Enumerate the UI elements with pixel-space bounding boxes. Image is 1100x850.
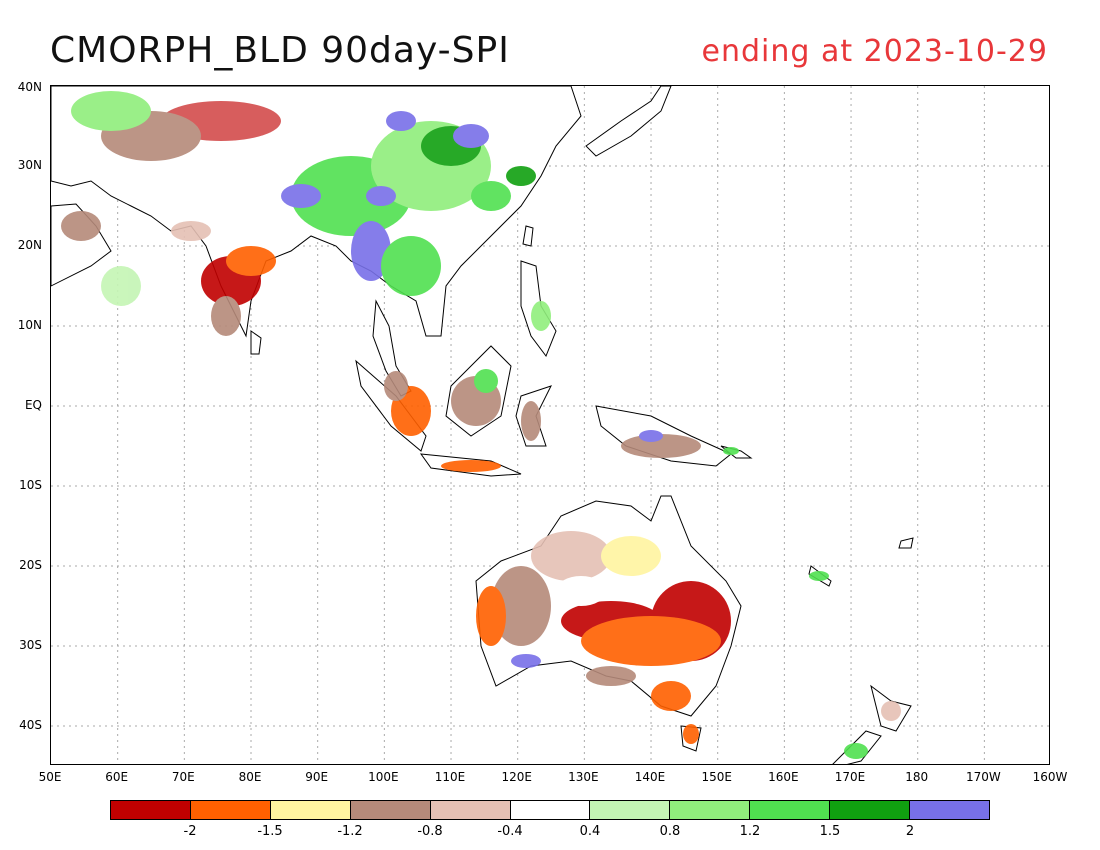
color-legend xyxy=(110,800,990,820)
fiji-islands xyxy=(898,537,914,549)
japan-islands xyxy=(585,86,672,157)
latitude-label: 30N xyxy=(17,158,42,172)
map-panel xyxy=(50,85,1050,765)
latitude-label: EQ xyxy=(24,398,42,412)
longitude-label: 170E xyxy=(834,770,866,784)
legend-label: 0.8 xyxy=(659,824,681,839)
longitude-label: 160E xyxy=(768,770,799,784)
legend-swatch xyxy=(430,801,511,819)
legend-label: -1.2 xyxy=(337,824,363,839)
legend-label: 1.5 xyxy=(819,824,841,839)
map-subtitle: ending at 2023-10-29 xyxy=(701,34,1048,69)
longitude-label: 100E xyxy=(368,770,399,784)
sri-lanka-island xyxy=(250,330,262,355)
legend-label: -0.8 xyxy=(417,824,443,839)
legend-swatch xyxy=(670,801,751,819)
latitude-label: 20S xyxy=(19,558,42,572)
legend-swatch xyxy=(910,801,989,819)
longitude-label: 90E xyxy=(305,770,329,784)
longitude-label: 70E xyxy=(171,770,195,784)
taiwan-island xyxy=(522,225,534,247)
spi-anomaly-layer xyxy=(61,91,901,759)
longitude-label: 160W xyxy=(1032,770,1068,784)
legend-swatch xyxy=(830,801,911,819)
longitude-label: 60E xyxy=(105,770,129,784)
legend-swatch xyxy=(270,801,351,819)
legend-swatch xyxy=(190,801,271,819)
latitude-label: 40N xyxy=(17,80,42,94)
longitude-label: 130E xyxy=(568,770,599,784)
map-canvas xyxy=(51,86,1049,764)
legend-swatch xyxy=(350,801,431,819)
legend-swatch xyxy=(510,801,591,819)
latitude-label: 40S xyxy=(19,718,42,732)
latitude-label: 30S xyxy=(19,638,42,652)
legend-label: -2 xyxy=(183,824,197,839)
map-title: CMORPH_BLD 90day-SPI xyxy=(50,30,510,71)
legend-swatch xyxy=(590,801,671,819)
legend-label: 2 xyxy=(905,824,915,839)
longitude-label: 110E xyxy=(434,770,466,784)
legend-label: -1.5 xyxy=(257,824,283,839)
latitude-label: 10N xyxy=(17,318,42,332)
legend-swatch xyxy=(111,801,191,819)
legend-label: -0.4 xyxy=(497,824,523,839)
longitude-label: 150E xyxy=(701,770,732,784)
longitude-label: 180 xyxy=(905,770,929,784)
longitude-label: 140E xyxy=(634,770,666,784)
longitude-label: 120E xyxy=(501,770,532,784)
longitude-label: 80E xyxy=(238,770,262,784)
latitude-label: 20N xyxy=(17,238,42,252)
legend-swatch xyxy=(750,801,831,819)
legend-label: 0.4 xyxy=(579,824,601,839)
longitude-label: 50E xyxy=(38,770,62,784)
latitude-label: 10S xyxy=(19,478,42,492)
legend-label: 1.2 xyxy=(739,824,761,839)
longitude-label: 170W xyxy=(965,770,1001,784)
